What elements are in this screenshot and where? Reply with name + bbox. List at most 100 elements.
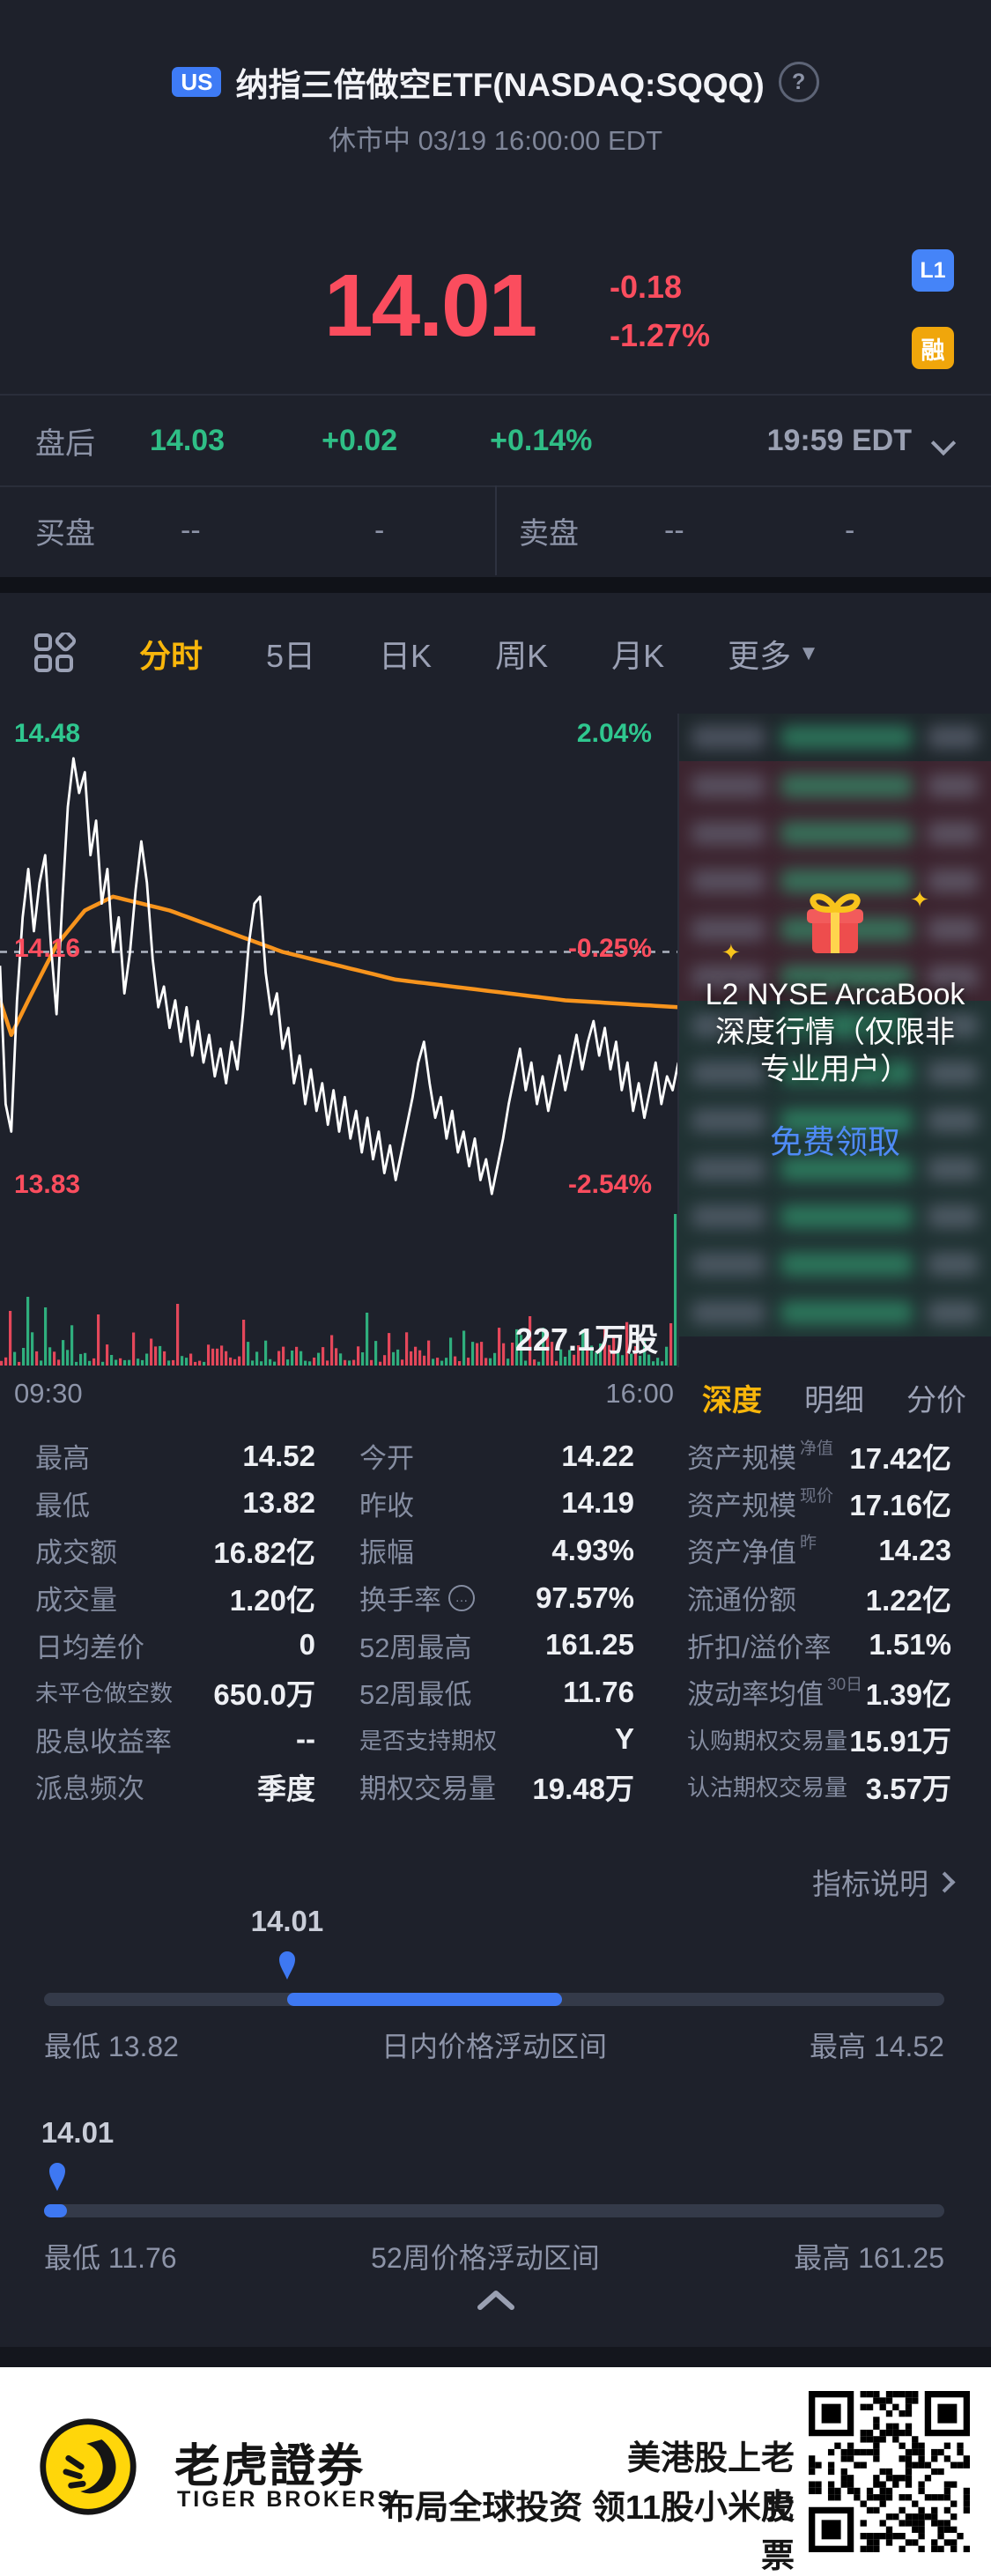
help-icon[interactable]: ? [778, 62, 819, 102]
stat-value: 16.82亿 [213, 1536, 315, 1569]
stat-row: 今开 14.22 [359, 1432, 634, 1480]
stat-value: 19.48万 [532, 1772, 634, 1805]
sparkle-icon: ✦ [910, 886, 929, 913]
stat-label: 期权交易量 [359, 1773, 496, 1805]
stat-row: 认购期权交易量 15.91万 [687, 1716, 951, 1764]
depth-panel: ✦ ✦ L2 NYSE ArcaBook 深度行情（仅限非专业用户） 免费领取 [677, 714, 991, 1367]
stat-label-superscript: 30日 [827, 1676, 863, 1695]
stat-value: 1.22亿 [865, 1583, 951, 1617]
chart-high-pct-label: 2.04% [576, 719, 652, 748]
stats-grid: 最高 14.52 最低 13.82 成交额 16.82亿 成交量 1.20亿 日均差价 0 未平仓做… [0, 1432, 991, 1813]
l1-quote-badge[interactable]: L1 [912, 249, 954, 292]
stat-row: 52周最高 161.25 [359, 1621, 634, 1669]
qr-code [809, 2391, 970, 2552]
slider-min-label: 最低 13.82 [44, 2031, 179, 2062]
intraday-chart[interactable]: 14.48 2.04% 14.16 -0.25% 13.83 -2.54% 22… [0, 714, 991, 1367]
stat-label: 资产规模 净值 [687, 1436, 833, 1476]
stat-label: 认沽期权交易量 [687, 1774, 848, 1802]
chevron-down-icon[interactable] [930, 430, 957, 456]
after-hours-change-pct: +0.14% [490, 423, 593, 457]
stat-row: 流通份额 1.22亿 [687, 1574, 951, 1622]
stat-label: 成交额 [35, 1537, 117, 1569]
stat-label: 昨收 [359, 1490, 414, 1521]
l2-promo-claim-link[interactable]: 免费领取 [770, 1123, 900, 1160]
stat-row: 未平仓做空数 650.0万 [35, 1669, 315, 1716]
stat-label: 最低 [35, 1490, 90, 1521]
subtab-分价[interactable]: 分价 [906, 1384, 966, 1418]
subtab-明细[interactable]: 明细 [804, 1384, 864, 1418]
margin-badge[interactable]: 融 [912, 327, 954, 369]
stat-row: 振幅 4.93% [359, 1527, 634, 1574]
last-price: 14.01 [324, 256, 537, 355]
stat-row: 资产规模 现价 17.16亿 [687, 1480, 951, 1528]
section-divider [0, 2347, 991, 2367]
chart-mid-pct-label: -0.25% [567, 934, 652, 963]
stat-row: 是否支持期权 Y [359, 1716, 634, 1764]
after-hours-row: 盘后 14.03 +0.02 +0.14% 19:59 EDT [0, 394, 991, 487]
gift-icon [807, 893, 863, 953]
l2-promo-title: L2 NYSE ArcaBook 深度行情（仅限非专业用户） [705, 978, 965, 1086]
indicator-help-link[interactable]: 指标说明 [812, 1861, 956, 1903]
market-badge: US [172, 66, 222, 98]
chevron-up-icon [477, 2291, 514, 2310]
chart-layout-grid-icon[interactable] [33, 632, 76, 675]
stat-label: 派息频次 [35, 1773, 144, 1805]
footer-slogan-2: 布局全球投资 领11股小米股票 [381, 2490, 795, 2575]
dropdown-caret-icon: ▼ [798, 640, 819, 665]
bid-side: 买盘 -- - [0, 485, 495, 575]
stat-value: 97.57% [536, 1580, 634, 1614]
tab-分时[interactable]: 分时 [139, 637, 203, 674]
tab-更多[interactable]: 更多 ▼ [728, 637, 819, 674]
stat-label-superscript: 净值 [800, 1440, 834, 1459]
tiger-brokers-logo [40, 2418, 137, 2515]
stat-label-superscript: 现价 [800, 1486, 834, 1506]
stat-label: 流通份额 [687, 1585, 796, 1617]
stat-label: 今开 [359, 1443, 414, 1475]
stat-label: 未平仓做空数 [35, 1680, 174, 1707]
brand-name-en: TIGER BROKERS [177, 2487, 396, 2512]
stat-label: 振幅 [359, 1537, 414, 1569]
bid-price: -- [181, 513, 201, 547]
stat-label: 成交量 [35, 1585, 117, 1617]
tab-月K[interactable]: 月K [611, 637, 665, 674]
chart-low-pct-label: -2.54% [567, 1170, 652, 1199]
slider-max-label: 最高 161.25 [794, 2242, 944, 2274]
stat-row: 期权交易量 19.48万 [359, 1763, 634, 1810]
tab-周K[interactable]: 周K [495, 637, 549, 674]
slider-min-label: 最低 11.76 [44, 2242, 177, 2274]
stat-value: 14.23 [878, 1533, 951, 1566]
stat-value: 1.51% [869, 1628, 951, 1662]
stat-label: 股息收益率 [35, 1726, 172, 1758]
stat-value: 650.0万 [213, 1677, 315, 1711]
ask-size: - [845, 513, 855, 547]
collapse-panel-button[interactable] [0, 2289, 991, 2312]
stat-row: 资产净值昨 14.23 [687, 1527, 951, 1574]
stat-value: -- [296, 1722, 315, 1756]
time-axis-row: 09:30 16:00 深度 明细 分价 [0, 1367, 991, 1424]
l2-promo: ✦ ✦ L2 NYSE ArcaBook 深度行情（仅限非专业用户） 免费领取 [679, 886, 991, 1163]
promo-footer: 老虎證券 TIGER BROKERS 美港股上老虎 布局全球投资 领11股小米股… [0, 2367, 991, 2576]
stat-row: 换手率… 97.57% [359, 1574, 634, 1622]
slider-max-label: 最高 14.52 [810, 2031, 944, 2062]
slider-marker-icon [278, 1951, 295, 1980]
slider-fill [44, 2204, 67, 2217]
stat-label: 资产规模 现价 [687, 1484, 833, 1523]
ask-label: 卖盘 [519, 516, 579, 551]
info-icon[interactable]: … [448, 1584, 475, 1611]
stat-value: Y [614, 1722, 634, 1756]
stat-label: 认购期权交易量 [687, 1727, 848, 1754]
price-volume-chart[interactable] [0, 744, 678, 1367]
stat-label: 52周最高 [359, 1632, 472, 1663]
stat-value: 17.16亿 [849, 1489, 951, 1522]
subtab-深度[interactable]: 深度 [702, 1384, 762, 1418]
stat-label: 52周最低 [359, 1679, 472, 1711]
depth-row-blurred [679, 1192, 991, 1241]
stat-label: 日均差价 [35, 1632, 144, 1663]
stat-value: 161.25 [545, 1628, 634, 1662]
stat-value: 4.93% [551, 1533, 634, 1566]
tab-日K[interactable]: 日K [379, 637, 433, 674]
depth-row-blurred [679, 1001, 991, 1049]
stat-value: 15.91万 [849, 1725, 951, 1758]
tab-5日[interactable]: 5日 [266, 637, 316, 674]
stat-value: 14.22 [561, 1439, 634, 1472]
